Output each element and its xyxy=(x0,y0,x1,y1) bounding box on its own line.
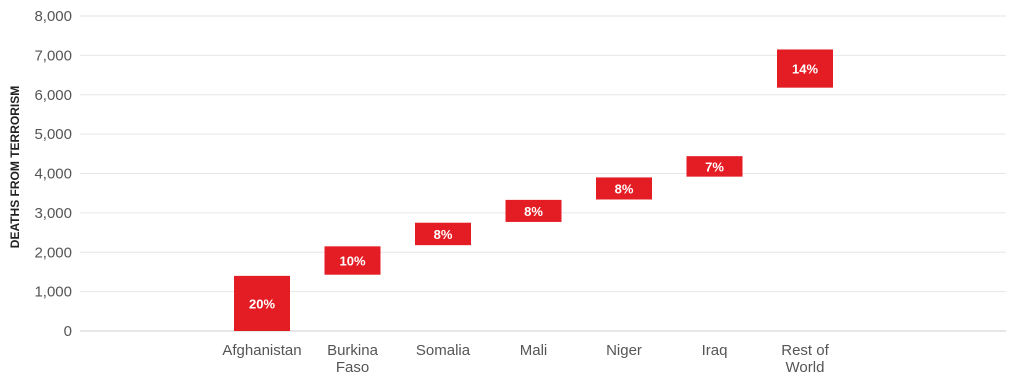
x-category-label: Iraq xyxy=(702,342,728,359)
y-tick-label: 8,000 xyxy=(34,8,72,25)
bar xyxy=(415,222,471,246)
bar-data-label: 14% xyxy=(792,62,818,77)
y-tick-label: 7,000 xyxy=(34,47,72,64)
y-axis-ticks: 0 1,000 2,000 3,000 4,000 5,000 6,000 7,000 8,00… xyxy=(34,8,72,340)
bar xyxy=(686,156,743,177)
x-category-label: Somalia xyxy=(416,342,471,359)
bar-data-label: 10% xyxy=(339,254,365,269)
x-category-label: Mali xyxy=(520,342,548,359)
y-axis-title: DEATHS FROM TERRORISM xyxy=(8,86,22,248)
bar-data-label: 8% xyxy=(615,181,634,196)
y-tick-label: 3,000 xyxy=(34,205,72,222)
y-tick-label: 4,000 xyxy=(34,166,72,183)
bar xyxy=(596,177,652,200)
y-tick-label: 5,000 xyxy=(34,126,72,143)
x-category-label: Rest of xyxy=(781,342,829,359)
bar-data-label: 20% xyxy=(249,296,275,311)
x-category-label: Niger xyxy=(606,342,642,359)
bar-data-label: 8% xyxy=(524,204,543,219)
bar xyxy=(777,49,833,88)
x-category-label: Faso xyxy=(336,359,369,376)
bars: 20% 10% 8% 8% 8% 7% 14% xyxy=(234,49,833,331)
bar-data-label: 8% xyxy=(434,227,453,242)
y-tick-label: 2,000 xyxy=(34,244,72,261)
x-category-label: World xyxy=(786,359,825,376)
gridlines xyxy=(80,15,1006,332)
bar xyxy=(505,199,562,222)
y-tick-label: 0 xyxy=(64,323,72,340)
x-category-label: Burkina xyxy=(327,342,379,359)
bar xyxy=(324,246,381,275)
y-tick-label: 6,000 xyxy=(34,87,72,104)
y-tick-label: 1,000 xyxy=(34,284,72,301)
x-category-label: Afghanistan xyxy=(222,342,301,359)
bar xyxy=(234,275,290,331)
bar-data-label: 7% xyxy=(705,159,724,174)
